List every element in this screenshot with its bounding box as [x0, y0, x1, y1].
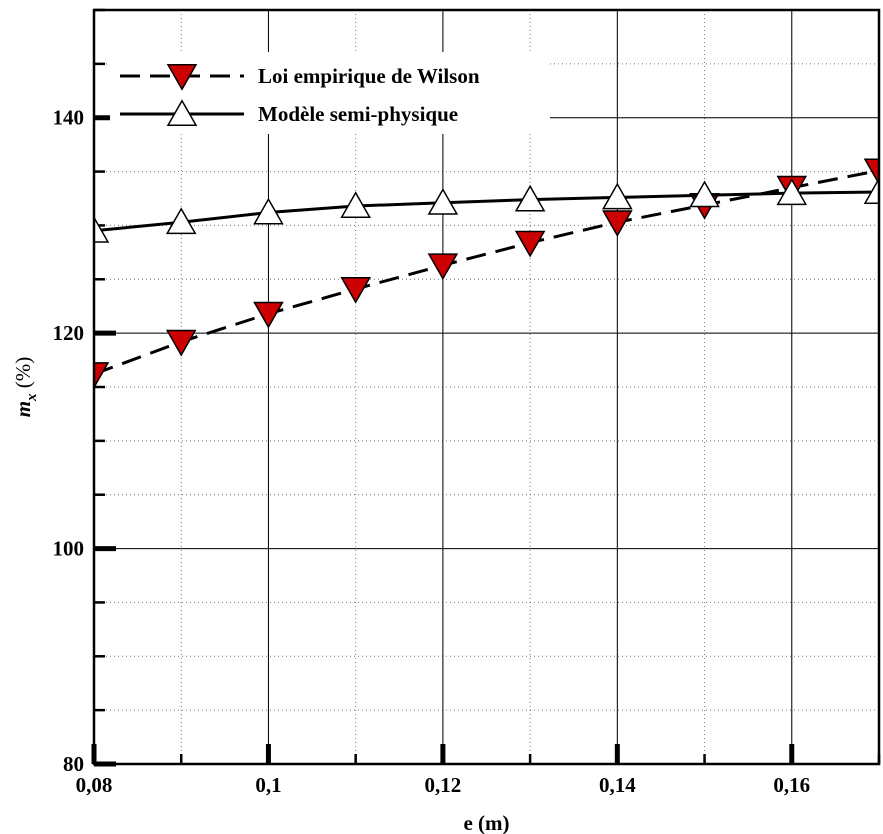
series-line — [94, 190, 879, 233]
y-tick-label: 140 — [53, 106, 85, 130]
x-axis-title: e (m) — [463, 811, 509, 834]
data-point-marker — [94, 362, 110, 389]
legend: Loi empirique de Wilson Modèle semi-physi… — [110, 52, 550, 134]
x-tick-label: 0,16 — [773, 773, 810, 797]
x-tick-label: 0,12 — [425, 773, 462, 797]
data-point-marker — [863, 177, 879, 204]
y-axis-title: mx (%) — [11, 357, 40, 418]
legend-marker — [166, 99, 198, 126]
legend-marker — [166, 64, 198, 91]
x-tick-label: 0,14 — [599, 773, 636, 797]
y-axis-unit: (%) — [11, 357, 35, 394]
data-point-marker — [514, 184, 546, 212]
data-point-marker — [689, 180, 720, 208]
data-point-marker — [602, 210, 633, 238]
legend-label: Modèle semi-physique — [258, 102, 458, 126]
data-point-marker — [94, 216, 110, 243]
y-axis-symbol: m — [11, 401, 35, 417]
tick-labels: 0,08 0,1 0,12 0,14 0,16 80 100 120 140 — [53, 106, 811, 797]
series-2 — [94, 177, 879, 243]
data-point-marker — [514, 230, 546, 258]
data-point-marker — [427, 253, 459, 281]
data-series — [94, 158, 879, 389]
y-tick-label: 120 — [53, 321, 85, 345]
data-point-marker — [863, 158, 879, 186]
y-tick-label: 80 — [63, 752, 84, 776]
legend-label: Loi empirique de Wilson — [258, 64, 480, 88]
x-tick-label: 0,08 — [76, 773, 113, 797]
y-tick-label: 100 — [53, 537, 85, 561]
data-point-marker — [340, 191, 371, 218]
data-point-marker — [165, 207, 197, 235]
data-point-marker — [602, 182, 633, 210]
y-axis-subscript: x — [24, 393, 40, 402]
data-point-marker — [253, 301, 284, 329]
data-point-marker — [776, 178, 808, 206]
plot-frame — [92, 8, 881, 766]
data-point-marker — [165, 329, 197, 357]
data-point-marker — [253, 197, 284, 225]
data-point-marker — [427, 187, 459, 215]
x-tick-label: 0,1 — [255, 773, 281, 797]
series-line — [94, 169, 879, 376]
data-point-marker — [340, 277, 371, 304]
